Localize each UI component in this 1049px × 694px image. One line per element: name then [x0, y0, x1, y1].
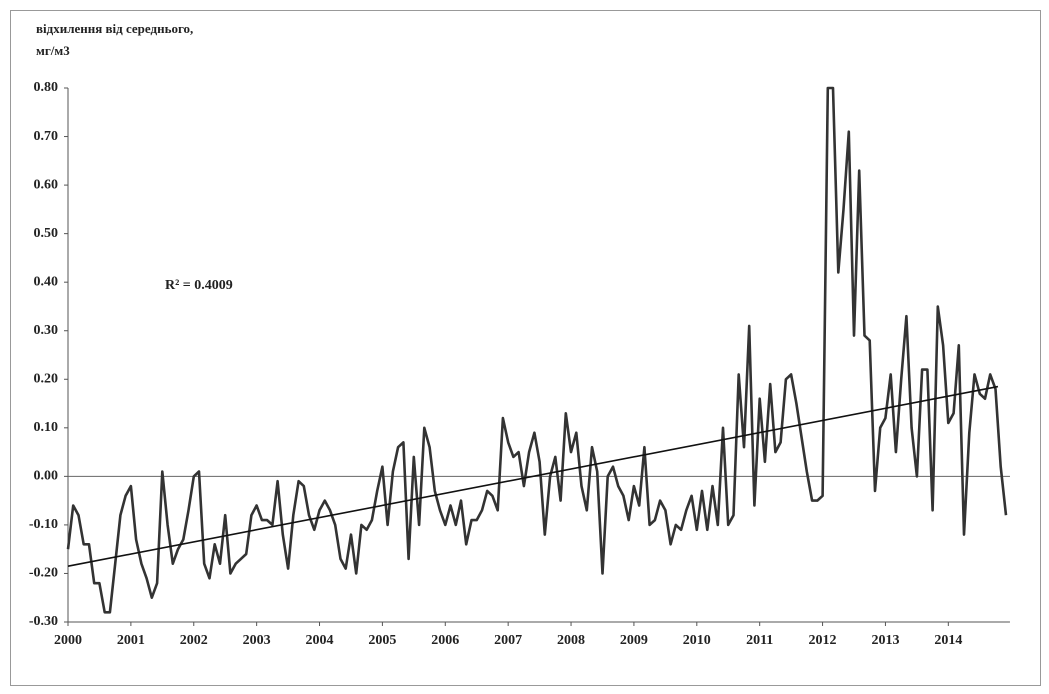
y-tick-label: 0.30 — [34, 323, 59, 338]
x-tick-label: 2006 — [431, 633, 459, 648]
y-tick-label: 0.80 — [34, 80, 59, 95]
y-tick-label: 0.20 — [34, 371, 59, 386]
x-tick-label: 2004 — [306, 633, 334, 648]
x-tick-label: 2005 — [368, 633, 396, 648]
x-tick-label: 2007 — [494, 633, 522, 648]
y-tick-label: -0.30 — [29, 614, 58, 629]
y-tick-label: -0.20 — [29, 566, 58, 581]
x-tick-label: 2012 — [809, 633, 837, 648]
y-tick-label: 0.60 — [34, 177, 59, 192]
y-axis-label: мг/м3 — [36, 43, 70, 58]
x-tick-label: 2011 — [746, 633, 773, 648]
trend-line — [67, 385, 999, 567]
x-tick-label: 2014 — [934, 633, 962, 648]
y-tick-label: 0.10 — [34, 420, 59, 435]
y-tick-label: 0.40 — [34, 274, 59, 289]
y-tick-label: 0.00 — [34, 469, 59, 484]
y-tick-label: 0.50 — [34, 226, 59, 241]
y-tick-label: -0.10 — [29, 517, 58, 532]
data-line — [66, 86, 1008, 614]
y-axis-label: відхилення від середнього, — [36, 21, 193, 36]
annotation: R² = 0.4009 — [165, 278, 233, 293]
x-tick-label: 2013 — [871, 633, 899, 648]
x-tick-label: 2009 — [620, 633, 648, 648]
y-tick-label: 0.70 — [34, 129, 59, 144]
x-tick-label: 2002 — [180, 633, 208, 648]
x-tick-label: 2008 — [557, 633, 585, 648]
x-tick-label: 2001 — [117, 633, 145, 648]
chart-frame — [10, 10, 1041, 686]
x-tick-label: 2010 — [683, 633, 711, 648]
x-tick-label: 2003 — [243, 633, 271, 648]
x-tick-label: 2000 — [54, 633, 82, 648]
